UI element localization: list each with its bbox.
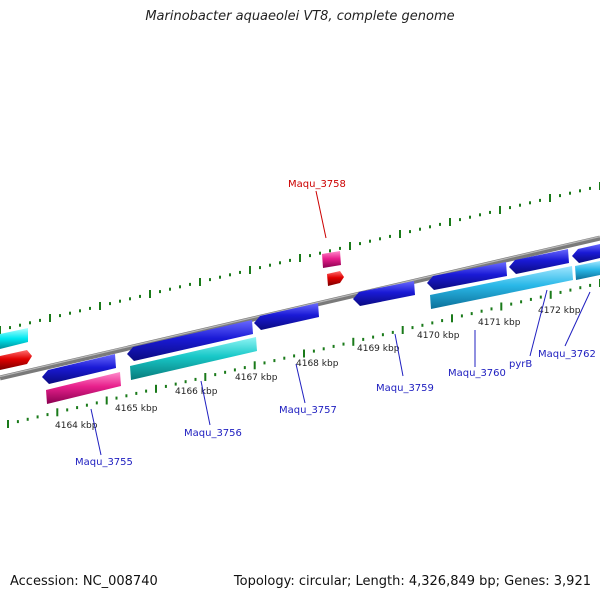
gene-arrow-maqu-3757[interactable]: [254, 303, 319, 330]
tick-label-4167: 4167 kbp: [235, 373, 278, 383]
tick-label-4171: 4171 kbp: [478, 318, 521, 328]
tick-label-4169: 4169 kbp: [357, 344, 400, 354]
gene-arrow-maqu-3756-cds[interactable]: [127, 320, 253, 361]
tick-label-4164: 4164 kbp: [55, 421, 98, 431]
gene-features: [0, 244, 600, 404]
gene-arrow-maqu-3755-rna[interactable]: [46, 372, 121, 404]
gene-label-maqu-3755[interactable]: Maqu_3755: [75, 457, 133, 468]
gene-arrow-maqu-3762[interactable]: [572, 244, 600, 263]
gene-label-maqu-3758[interactable]: Maqu_3758: [288, 179, 346, 190]
tick-label-4165: 4165 kbp: [115, 404, 158, 414]
tick-row-lower: [7, 279, 600, 428]
gene-label-leaders: [90, 190, 591, 456]
gene-label-maqu-3756[interactable]: Maqu_3756: [184, 428, 242, 439]
gene-arrow-left-edge-cyan[interactable]: [0, 328, 28, 349]
tick-row-upper: [0, 182, 600, 334]
gene-arrow-left-edge-red[interactable]: [0, 350, 32, 370]
gene-labels: Maqu_3755 Maqu_3756 Maqu_3757 Maqu_3758 …: [75, 179, 596, 468]
gene-label-maqu-3759[interactable]: Maqu_3759: [376, 383, 434, 394]
tick-label-4172: 4172 kbp: [538, 306, 581, 316]
topology-summary: Topology: circular; Length: 4,326,849 bp…: [233, 574, 591, 589]
axis-tick-labels: 4164 kbp 4165 kbp 4166 kbp 4167 kbp 4168…: [55, 306, 581, 431]
gene-arrow-maqu-3756-rna[interactable]: [130, 337, 257, 380]
gene-arrow-maqu-3760[interactable]: [427, 262, 507, 290]
gene-marker-maqu-3758-red[interactable]: [327, 271, 344, 286]
tick-label-4170: 4170 kbp: [417, 331, 460, 341]
tick-label-4166: 4166 kbp: [175, 387, 218, 397]
gene-arrow-pyrb[interactable]: [509, 249, 569, 274]
gene-arrow-maqu-3759[interactable]: [353, 281, 415, 306]
gene-label-maqu-3760[interactable]: Maqu_3760: [448, 368, 506, 379]
gene-label-maqu-3762[interactable]: Maqu_3762: [538, 349, 596, 360]
gene-arrow-maqu-3755-cds[interactable]: [42, 354, 116, 384]
gene-label-pyrb[interactable]: pyrB: [509, 359, 532, 370]
tick-label-4168: 4168 kbp: [296, 359, 339, 369]
gene-marker-maqu-3758-pink[interactable]: [322, 251, 341, 268]
gene-arrow-maqu-3760-reverse[interactable]: [430, 266, 573, 309]
gene-arrow-maqu-3762-reverse[interactable]: [575, 261, 600, 280]
gene-label-maqu-3757[interactable]: Maqu_3757: [279, 405, 337, 416]
map-title: Marinobacter aquaeolei VT8, complete gen…: [145, 9, 455, 24]
accession-label: Accession: NC_008740: [10, 574, 158, 589]
